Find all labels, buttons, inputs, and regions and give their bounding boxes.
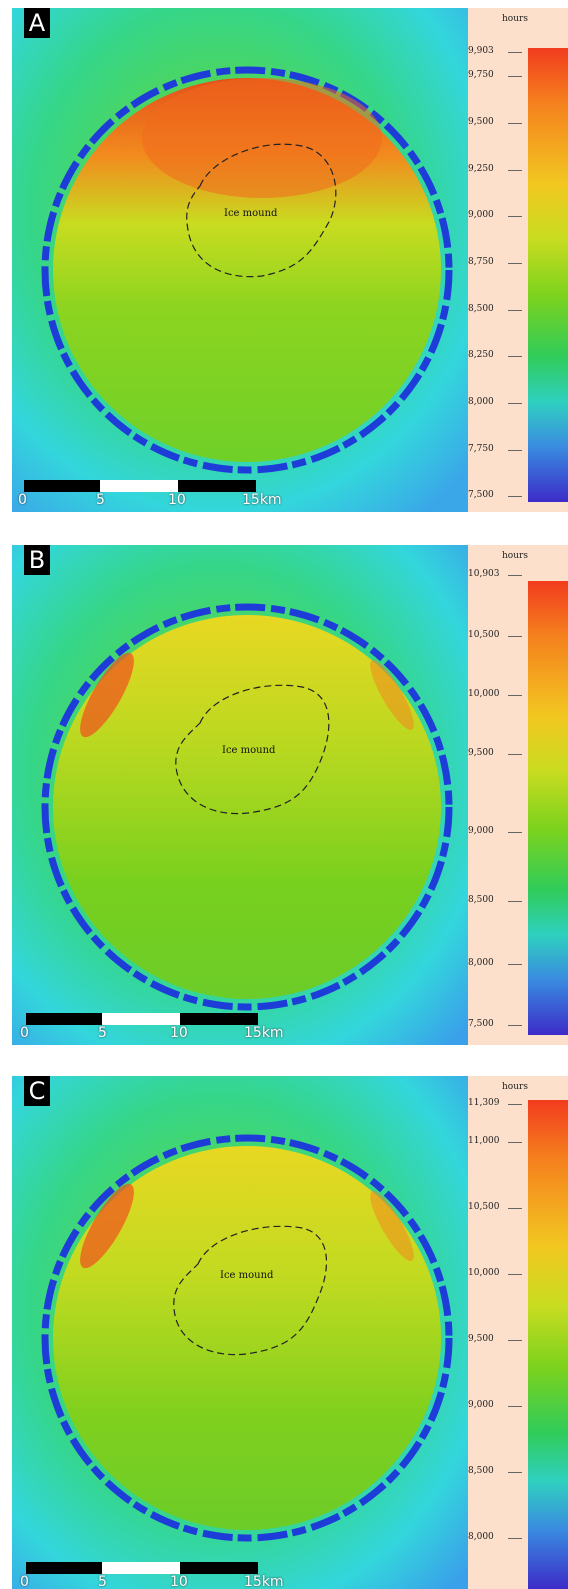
scale-segment bbox=[26, 1562, 102, 1574]
scale-segment bbox=[26, 1013, 102, 1025]
legend-tick: 8,250 bbox=[468, 350, 522, 360]
legend-a: hours 9,903 9,750 9,500 9,250 9,000 8,75… bbox=[468, 8, 568, 512]
scale-bar: 0 5 10 15km bbox=[20, 1013, 306, 1045]
crater-floor bbox=[53, 1146, 441, 1530]
panel-b: Ice mound B 0 5 10 15km hours 10,903 10,… bbox=[0, 540, 568, 1045]
color-ramp bbox=[528, 48, 568, 502]
ice-mound-outline bbox=[186, 143, 337, 278]
legend-tick: 10,000 bbox=[468, 689, 522, 699]
legend-b: hours 10,903 10,500 10,000 9,500 9,000 8… bbox=[468, 545, 568, 1045]
scale-label: 0 bbox=[18, 492, 27, 508]
panel-letter: B bbox=[24, 545, 50, 575]
warm-streak bbox=[370, 660, 414, 730]
legend-c: hours 11,309 11,000 10,500 10,000 9,500 … bbox=[468, 1076, 568, 1589]
legend-max: 9,903 bbox=[468, 46, 522, 56]
legend-tick: 8,500 bbox=[468, 304, 522, 314]
legend-unit: hours bbox=[502, 551, 528, 561]
scale-label: 15km bbox=[242, 492, 282, 508]
ice-mound-outline bbox=[173, 1225, 328, 1356]
warm-streak bbox=[80, 652, 134, 738]
legend-tick: 10,500 bbox=[468, 630, 522, 640]
crater-rim bbox=[41, 603, 453, 1011]
crater-floor bbox=[53, 615, 441, 999]
crater-map-b: Ice mound bbox=[12, 545, 468, 1045]
legend-tick: 8,000 bbox=[468, 397, 522, 407]
scale-label: 10 bbox=[168, 492, 186, 508]
legend-tick: 7,750 bbox=[468, 444, 522, 454]
crater-map-a: Ice mound bbox=[12, 8, 468, 512]
ice-mound-label: Ice mound bbox=[222, 745, 276, 756]
panel-letter: A bbox=[24, 8, 50, 38]
legend-tick: 8,500 bbox=[468, 895, 522, 905]
scale-label: 5 bbox=[98, 1574, 107, 1589]
scale-segment bbox=[178, 480, 256, 492]
scale-bar: 0 5 10 15km bbox=[18, 480, 304, 512]
warm-streak bbox=[370, 1191, 414, 1261]
panel-letter: C bbox=[24, 1076, 50, 1106]
legend-tick: 10,000 bbox=[468, 1268, 522, 1278]
scale-segment bbox=[100, 480, 178, 492]
scale-label: 0 bbox=[20, 1574, 29, 1589]
legend-tick: 9,500 bbox=[468, 1334, 522, 1344]
scale-label: 15km bbox=[244, 1574, 284, 1589]
legend-tick: 8,000 bbox=[468, 1532, 522, 1542]
ice-mound-label: Ice mound bbox=[224, 208, 278, 219]
legend-max: 10,903 bbox=[468, 569, 522, 579]
scale-label: 10 bbox=[170, 1574, 188, 1589]
warm-zone bbox=[142, 78, 382, 198]
legend-tick: 8,500 bbox=[468, 1466, 522, 1476]
legend-tick: 10,500 bbox=[468, 1202, 522, 1212]
legend-tick: 8,750 bbox=[468, 257, 522, 267]
scale-segment bbox=[180, 1013, 258, 1025]
ice-mound-label: Ice mound bbox=[220, 1270, 274, 1281]
scale-label: 15km bbox=[244, 1025, 284, 1041]
panel-a: Ice mound A 0 5 10 15km hours 9,903 9,75… bbox=[0, 0, 568, 512]
crater-rim bbox=[41, 1134, 453, 1542]
legend-tick: 9,750 bbox=[468, 70, 522, 80]
panel-c: Ice mound C 0 5 10 15km hours 11,309 11,… bbox=[0, 1072, 568, 1589]
scale-label: 10 bbox=[170, 1025, 188, 1041]
warm-streak bbox=[80, 1183, 134, 1269]
legend-tick: 9,500 bbox=[468, 117, 522, 127]
scale-label: 5 bbox=[96, 492, 105, 508]
legend-max: 11,309 bbox=[468, 1098, 522, 1108]
scale-segment bbox=[102, 1562, 180, 1574]
scale-segment bbox=[180, 1562, 258, 1574]
map-c: Ice mound C 0 5 10 15km bbox=[12, 1076, 468, 1589]
legend-tick: 7,500 bbox=[468, 1019, 522, 1029]
legend-unit: hours bbox=[502, 14, 528, 24]
scale-bar: 0 5 10 15km bbox=[20, 1562, 306, 1589]
scale-label: 0 bbox=[20, 1025, 29, 1041]
crater-rim bbox=[41, 66, 453, 474]
map-b: Ice mound B 0 5 10 15km bbox=[12, 545, 468, 1045]
color-ramp bbox=[528, 1100, 568, 1589]
legend-tick: 9,000 bbox=[468, 1400, 522, 1410]
legend-tick: 8,000 bbox=[468, 958, 522, 968]
legend-tick: 9,000 bbox=[468, 826, 522, 836]
legend-unit: hours bbox=[502, 1082, 528, 1092]
legend-tick: 11,000 bbox=[468, 1136, 522, 1146]
ice-mound-outline bbox=[175, 684, 330, 815]
crater-map-c: Ice mound bbox=[12, 1076, 468, 1589]
scale-label: 5 bbox=[98, 1025, 107, 1041]
legend-tick: 9,250 bbox=[468, 164, 522, 174]
color-ramp bbox=[528, 581, 568, 1035]
legend-tick: 9,000 bbox=[468, 210, 522, 220]
map-a: Ice mound A 0 5 10 15km bbox=[12, 8, 468, 512]
legend-tick: 7,500 bbox=[468, 490, 522, 500]
legend-tick: 9,500 bbox=[468, 748, 522, 758]
scale-segment bbox=[102, 1013, 180, 1025]
scale-segment bbox=[24, 480, 100, 492]
